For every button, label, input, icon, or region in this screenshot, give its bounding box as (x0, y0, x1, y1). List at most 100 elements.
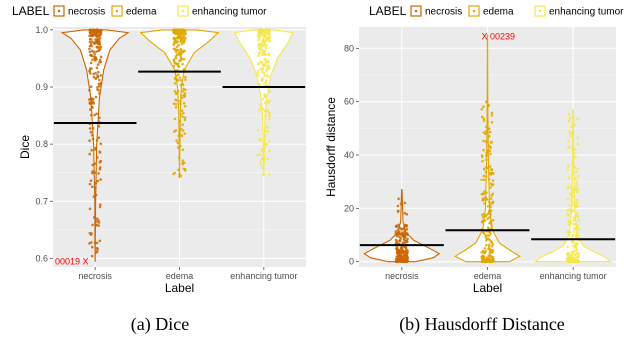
data-point (394, 260, 398, 264)
data-point (488, 130, 492, 134)
data-point (577, 219, 581, 222)
data-point (397, 259, 401, 263)
data-point (175, 139, 178, 142)
data-point (179, 174, 183, 178)
data-point (261, 108, 265, 111)
data-point (566, 212, 569, 216)
data-point (181, 90, 184, 93)
data-point (183, 116, 187, 119)
data-point (264, 129, 267, 133)
data-point (176, 40, 179, 43)
data-point (262, 28, 266, 32)
data-point (487, 254, 491, 258)
data-point (91, 106, 94, 109)
data-point (490, 111, 494, 115)
data-point (405, 252, 409, 256)
data-point (262, 37, 265, 41)
data-point (571, 172, 575, 175)
data-point (268, 140, 271, 143)
data-point (491, 249, 495, 252)
data-point (98, 167, 102, 171)
data-point (258, 47, 261, 51)
data-point (97, 38, 101, 41)
data-point (98, 205, 102, 209)
data-point (572, 249, 576, 253)
data-point (90, 148, 93, 152)
data-point (173, 28, 176, 32)
data-point (257, 62, 260, 65)
data-point (98, 78, 101, 82)
data-point (481, 259, 485, 263)
data-point (94, 193, 98, 197)
data-point (576, 255, 580, 259)
data-point (176, 63, 180, 66)
data-point (568, 208, 571, 211)
data-point (401, 257, 405, 261)
data-point (483, 247, 487, 250)
data-point (182, 167, 185, 171)
data-point (93, 34, 97, 37)
data-point (98, 239, 102, 243)
data-point (98, 84, 101, 88)
data-point (576, 190, 579, 194)
data-point (98, 61, 101, 64)
data-point (95, 45, 99, 49)
data-point (258, 103, 262, 106)
data-point (91, 163, 94, 167)
data-point (398, 239, 402, 243)
data-point (481, 215, 485, 219)
data-point (88, 98, 91, 101)
data-point (575, 181, 579, 184)
data-point (567, 230, 570, 233)
data-point (484, 165, 488, 169)
data-point (263, 95, 267, 98)
data-point (259, 153, 262, 156)
data-point (176, 89, 180, 93)
data-point (92, 75, 96, 79)
data-point (92, 216, 96, 219)
data-point (487, 260, 490, 263)
data-point (487, 247, 490, 251)
data-point (173, 77, 177, 80)
data-point (573, 166, 577, 169)
data-point (88, 152, 91, 156)
data-point (488, 165, 492, 168)
data-point (487, 209, 491, 213)
data-point (174, 102, 178, 106)
data-point (573, 223, 576, 226)
data-point (489, 205, 492, 209)
data-point (93, 113, 96, 117)
data-point (92, 72, 95, 76)
x-axis-title: Label (165, 281, 194, 295)
legend-label: enhancing tumor (549, 7, 624, 18)
data-point (485, 154, 489, 157)
data-point (574, 241, 578, 245)
data-point (98, 29, 101, 32)
data-point (402, 225, 406, 229)
data-point (94, 95, 98, 99)
legend-key-dot (57, 9, 61, 13)
data-point (260, 166, 264, 169)
data-point (183, 92, 187, 95)
data-point (99, 178, 102, 181)
data-point (485, 243, 488, 247)
data-point (481, 249, 485, 253)
data-point (90, 113, 93, 117)
data-point (182, 68, 186, 71)
points-necrosis (394, 197, 410, 264)
data-point (572, 119, 575, 123)
data-point (490, 260, 493, 263)
data-point (259, 67, 262, 71)
data-point (490, 241, 494, 244)
data-point (181, 159, 185, 162)
data-point (178, 144, 182, 148)
data-point (399, 254, 403, 257)
y-tick-label: 0 (349, 257, 354, 267)
data-point (480, 115, 484, 119)
data-point (177, 156, 181, 160)
data-point (576, 136, 579, 140)
data-point (402, 238, 406, 241)
data-point (98, 116, 101, 120)
data-point (403, 228, 406, 231)
data-point (183, 118, 187, 122)
